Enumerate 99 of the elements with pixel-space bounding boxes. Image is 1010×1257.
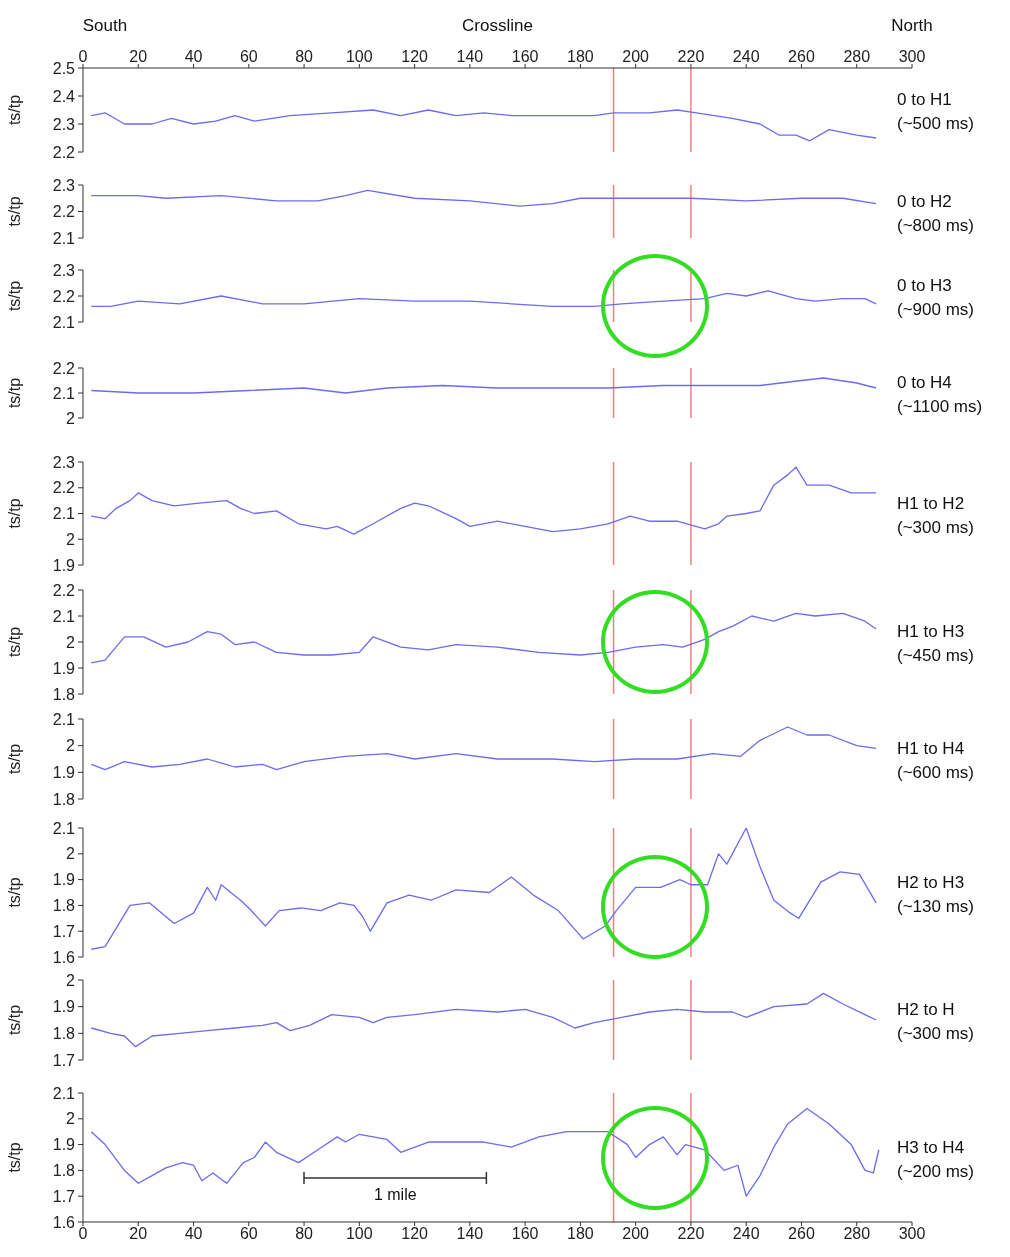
y-tick-label: 2 [66, 633, 76, 651]
x-tick-label: 20 [129, 1225, 148, 1243]
y-axis-title: ts/tp [5, 877, 23, 908]
x-tick-label: 40 [184, 1225, 203, 1243]
y-tick-label: 2.1 [52, 505, 76, 523]
x-tick-label: 20 [129, 48, 148, 65]
y-tick-label: 2.1 [52, 607, 76, 625]
x-tick-label: 140 [456, 48, 484, 65]
x-tick-label: 140 [456, 1225, 484, 1243]
y-axis-title: ts/tp [5, 94, 23, 126]
y-tick-label: 2 [66, 409, 76, 427]
annotation: 0 to H2 (~800 ms) [897, 190, 975, 237]
y-tick-label: 2.2 [52, 143, 76, 161]
y-tick-label: 2.1 [52, 819, 76, 837]
x-tick-label: 160 [511, 48, 539, 65]
annotation: 0 to H3 (~900 ms) [897, 275, 975, 321]
x-tick-label: 280 [843, 48, 871, 65]
x-tick-label: 180 [567, 1225, 594, 1243]
annotation: H3 to H4 (~200 ms) [897, 1136, 975, 1183]
y-tick-label: 1.9 [52, 998, 76, 1016]
y-axis-title: ts/tp [5, 498, 23, 529]
y-axis-title: ts/tp [5, 1004, 23, 1036]
y-tick-label: 2.1 [52, 384, 76, 402]
y-tick-label: 2.2 [52, 479, 76, 497]
x-tick-label: 200 [622, 48, 650, 65]
x-tick-label: 100 [345, 1225, 373, 1243]
annotation: 1 mile [372, 1186, 418, 1205]
x-tick-label: 0 [78, 1225, 88, 1243]
y-tick-label: 2 [66, 845, 76, 863]
x-tick-label: 240 [732, 48, 760, 65]
text: South [81, 16, 129, 36]
y-tick-label: 2 [66, 530, 76, 548]
y-tick-label: 1.9 [52, 1136, 76, 1154]
annotation: H2 to H3 (~130 ms) [897, 871, 975, 918]
y-tick-label: 1.8 [52, 1162, 76, 1180]
y-tick-label: 1.8 [52, 790, 76, 808]
y-axis-title: ts/tp [5, 626, 23, 658]
y-tick-label: 1.7 [52, 922, 76, 940]
x-tick-label: 200 [622, 1225, 650, 1243]
x-tick-label: 80 [295, 48, 314, 65]
x-axis-title: Crossline [461, 16, 534, 36]
y-tick-label: 2.3 [52, 453, 76, 471]
y-tick-label: 1.6 [52, 948, 76, 966]
annotation: H1 to H2 (~300 ms) [897, 492, 975, 539]
annotation: H2 to H (~300 ms) [897, 999, 975, 1045]
x-tick-label: 220 [677, 1225, 705, 1243]
x-tick-label: 260 [788, 48, 815, 65]
y-tick-label: 2.4 [52, 87, 76, 105]
y-tick-label: 2.2 [52, 203, 76, 221]
y-tick-label: 2.1 [52, 1084, 76, 1102]
y-tick-label: 2.5 [52, 59, 76, 77]
annotation: 0 to H1 (~500 ms) [897, 89, 975, 135]
y-tick-label: 2.3 [52, 176, 76, 194]
x-tick-label: 220 [677, 48, 705, 65]
x-tick-label: 160 [511, 1225, 539, 1243]
text: North [890, 16, 934, 36]
x-tick-label: 100 [345, 48, 373, 65]
y-tick-label: 1.8 [52, 685, 76, 703]
x-tick-label: 40 [184, 48, 203, 65]
y-tick-label: 2.1 [52, 313, 76, 331]
y-axis-title: ts/tp [5, 280, 23, 312]
y-tick-label: 2.2 [52, 359, 76, 377]
y-tick-label: 2.3 [52, 261, 76, 279]
annotation: H1 to H3 (~450 ms) [897, 621, 975, 667]
y-axis-title: ts/tp [5, 1142, 23, 1173]
y-tick-label: 1.9 [52, 764, 76, 782]
y-tick-label: 2.2 [52, 581, 76, 599]
x-tick-label: 300 [898, 1225, 926, 1243]
y-tick-label: 2.3 [52, 115, 76, 133]
x-tick-label: 260 [788, 1225, 815, 1243]
y-axis-title: ts/tp [5, 377, 23, 409]
x-tick-label: 240 [732, 1225, 760, 1243]
y-tick-label: 2 [66, 971, 76, 989]
x-tick-label: 60 [239, 1225, 258, 1243]
y-tick-label: 2 [66, 737, 76, 755]
y-tick-label: 2.2 [52, 287, 76, 305]
y-tick-label: 1.8 [52, 897, 76, 915]
x-tick-label: 120 [401, 48, 429, 65]
y-tick-label: 2.1 [52, 229, 76, 247]
y-axis-title: ts/tp [5, 196, 23, 227]
y-tick-label: 1.8 [52, 1025, 76, 1043]
x-tick-label: 0 [78, 48, 88, 65]
x-tick-label: 180 [567, 48, 594, 65]
y-tick-label: 2 [66, 1110, 76, 1128]
y-tick-label: 1.6 [52, 1213, 76, 1231]
x-tick-label: 80 [295, 1225, 314, 1243]
y-tick-label: 1.9 [52, 659, 76, 677]
x-tick-label: 280 [843, 1225, 871, 1243]
y-tick-label: 1.9 [52, 871, 76, 889]
annotation: H1 to H4 (~600 ms) [897, 738, 975, 784]
y-tick-label: 1.7 [52, 1051, 76, 1069]
y-tick-label: 1.9 [52, 556, 76, 574]
y-tick-label: 1.7 [52, 1187, 76, 1205]
x-tick-label: 300 [898, 48, 926, 65]
x-tick-label: 120 [401, 1225, 429, 1243]
x-tick-label: 60 [239, 48, 258, 65]
y-axis-title: ts/tp [5, 743, 23, 775]
annotation: 0 to H4 (~1100 ms) [897, 372, 984, 418]
y-tick-label: 2.1 [52, 710, 76, 728]
